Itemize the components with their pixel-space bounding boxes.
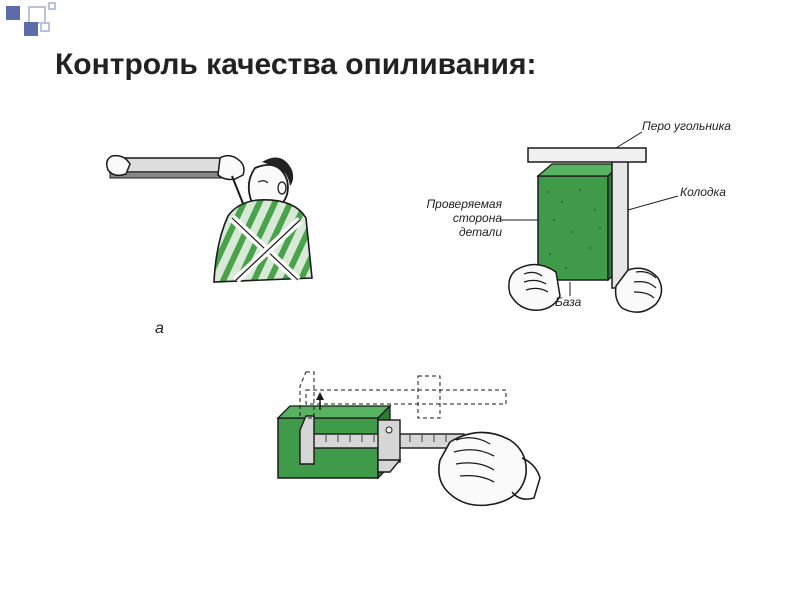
- slide-title: Контроль качества опиливания:: [55, 48, 536, 82]
- decor-sq-3: [24, 22, 38, 36]
- decor-sq-1: [6, 6, 20, 20]
- decor-sq-5: [48, 2, 56, 10]
- figure-c-svg: [250, 360, 550, 540]
- label-check-side: Проверяемая сторона детали: [420, 198, 502, 239]
- decor-sq-4: [40, 22, 50, 32]
- label-kolodka: Колодка: [680, 186, 726, 200]
- figure-c: [250, 360, 550, 540]
- figure-a: [100, 140, 320, 320]
- figure-a-caption: а: [155, 320, 164, 338]
- figure-a-svg: [100, 140, 320, 320]
- label-baza: База: [555, 296, 581, 310]
- label-pero: Перо угольника: [642, 120, 731, 134]
- figure-b: Перо угольника Проверяемая сторона детал…: [420, 120, 750, 330]
